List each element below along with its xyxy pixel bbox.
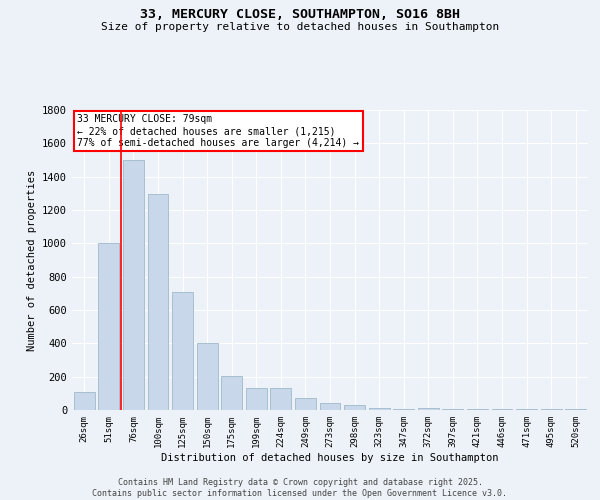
Bar — [467, 409, 488, 410]
Bar — [491, 409, 512, 410]
Y-axis label: Number of detached properties: Number of detached properties — [26, 170, 37, 350]
Text: 33 MERCURY CLOSE: 79sqm
← 22% of detached houses are smaller (1,215)
77% of semi: 33 MERCURY CLOSE: 79sqm ← 22% of detache… — [77, 114, 359, 148]
Bar — [271, 388, 292, 410]
Bar — [393, 408, 414, 410]
Bar — [368, 408, 389, 410]
Bar — [246, 388, 267, 410]
Bar — [123, 160, 144, 410]
Bar — [172, 292, 193, 410]
Bar — [541, 409, 562, 410]
Bar — [565, 408, 586, 410]
Text: Contains HM Land Registry data © Crown copyright and database right 2025.
Contai: Contains HM Land Registry data © Crown c… — [92, 478, 508, 498]
Bar — [516, 408, 537, 410]
Text: 33, MERCURY CLOSE, SOUTHAMPTON, SO16 8BH: 33, MERCURY CLOSE, SOUTHAMPTON, SO16 8BH — [140, 8, 460, 20]
Bar — [295, 398, 316, 410]
Bar — [418, 408, 439, 410]
Bar — [148, 194, 169, 410]
Text: Size of property relative to detached houses in Southampton: Size of property relative to detached ho… — [101, 22, 499, 32]
Bar — [442, 408, 463, 410]
Bar — [344, 405, 365, 410]
Bar — [197, 344, 218, 410]
Bar — [74, 392, 95, 410]
Bar — [320, 404, 340, 410]
X-axis label: Distribution of detached houses by size in Southampton: Distribution of detached houses by size … — [161, 452, 499, 462]
Bar — [98, 244, 119, 410]
Bar — [221, 376, 242, 410]
